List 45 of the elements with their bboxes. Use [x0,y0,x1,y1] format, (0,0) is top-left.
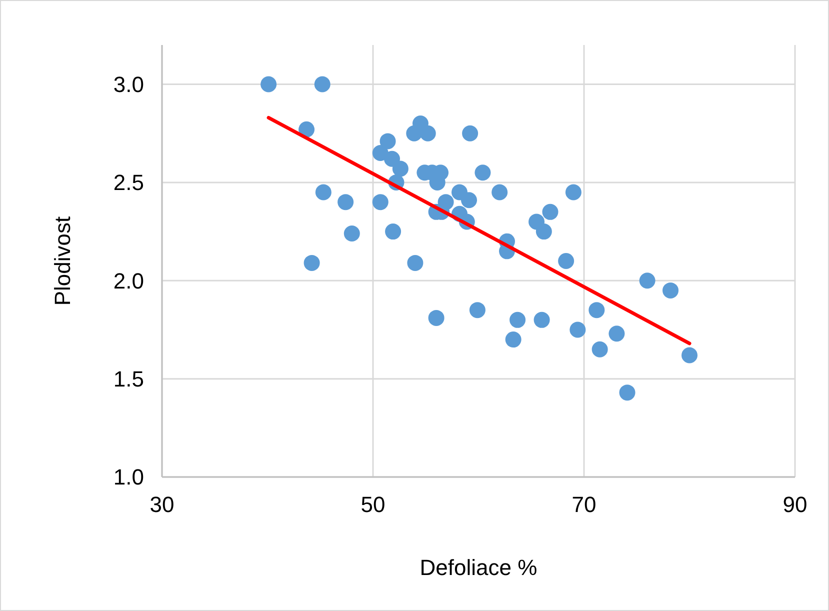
point [474,164,491,181]
point [420,125,436,142]
x-tick-label: 50 [360,492,386,517]
point [505,332,522,348]
y-tick-label: 1.5 [113,366,144,392]
point [407,254,424,271]
point [314,76,330,92]
point [492,184,508,200]
point [542,204,558,220]
point [461,192,478,208]
point [304,254,320,271]
point [510,312,526,328]
y-tick-label: 2.5 [113,170,144,196]
point [315,184,332,200]
point [639,272,656,289]
y-tick-label: 1.0 [113,464,144,490]
point [338,194,354,210]
point [260,76,277,92]
point [380,133,396,150]
point [534,312,550,328]
point [469,302,486,318]
point [570,322,586,338]
x-axis-title: Defoliace % [420,555,538,580]
point [385,224,402,240]
point [462,125,478,142]
x-tick-label: 30 [150,492,174,517]
point [619,384,636,401]
point [608,326,625,342]
point [558,253,574,269]
point [372,194,388,210]
point [662,282,679,298]
point [536,224,552,240]
point [588,302,605,318]
y-tick-label: 3.0 [113,72,144,97]
point [392,160,408,177]
y-tick-label: 2.0 [113,268,144,294]
x-tick-label: 90 [782,492,808,517]
point [298,121,315,138]
x-tick-label: 70 [572,492,596,517]
point [565,184,582,200]
point [344,226,360,242]
y-axis-title: Plodivost [50,216,75,306]
point [682,347,698,364]
point [428,310,444,326]
point [592,341,608,358]
